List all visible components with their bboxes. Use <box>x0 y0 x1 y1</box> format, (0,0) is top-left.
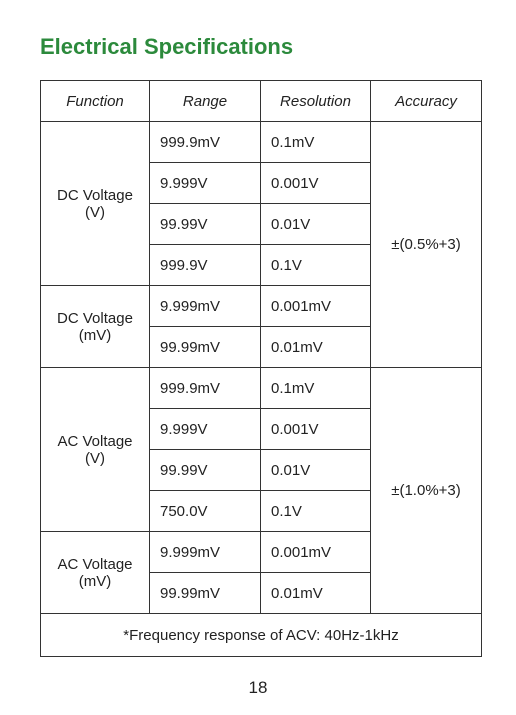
function-line: (V) <box>85 449 105 467</box>
table-row: 99.99mV 0.01mV <box>41 572 482 614</box>
header-cell: Accuracy <box>370 80 482 122</box>
page-number: 18 <box>248 678 268 697</box>
table-row: 99.99mV 0.01mV <box>41 326 482 368</box>
function-line: (mV) <box>78 572 112 590</box>
resolution-cell: 0.001mV <box>260 531 371 573</box>
range-cell: 99.99V <box>149 203 261 245</box>
table-row: AC Voltage (mV) 9.999mV 0.001mV <box>40 531 482 614</box>
range-cell: 999.9mV <box>149 367 261 409</box>
resolution-cell: 0.1mV <box>260 121 371 163</box>
header-cell: Range <box>149 80 261 122</box>
header-cell: Resolution <box>260 80 371 122</box>
function-line: DC Voltage <box>57 309 133 327</box>
function-line: (mV) <box>78 326 112 344</box>
function-cell: DC Voltage (mV) <box>40 285 150 368</box>
title: Electrical Specifications <box>40 34 294 59</box>
range-cell: 999.9mV <box>149 121 261 163</box>
function-cell: DC Voltage (V) <box>40 121 150 286</box>
resolution-cell: 0.1V <box>260 490 371 532</box>
table-row: 999.9V 0.1V <box>41 244 482 286</box>
resolution-cell: 0.1V <box>260 244 371 286</box>
footnote: *Frequency response of ACV: 40Hz-1kHz <box>40 613 482 657</box>
range-cell: 750.0V <box>149 490 261 532</box>
accuracy-cell: ±(1.0%+3) <box>370 367 482 614</box>
range-cell: 9.999V <box>149 408 261 450</box>
function-cell: AC Voltage (V) <box>40 367 150 532</box>
function-line: DC Voltage <box>57 186 133 204</box>
table-row: 99.99V 0.01V <box>41 449 482 491</box>
spec-table: Function Range Resolution Accuracy DC Volta… <box>40 80 482 657</box>
table-body: DC Voltage (V) 999.9mV 0.1mV ±(0.5%+3) 9.999V… <box>40 121 482 657</box>
table-row: 9.999V 0.001V <box>41 162 482 204</box>
resolution-cell: 0.001V <box>260 408 371 450</box>
header-cell: Function <box>40 80 150 122</box>
resolution-cell: 0.01V <box>260 449 371 491</box>
range-cell: 9.999V <box>149 162 261 204</box>
range-cell: 99.99mV <box>149 572 261 614</box>
range-cell: 9.999mV <box>149 285 261 327</box>
resolution-cell: 0.01mV <box>260 572 371 614</box>
range-cell: 999.9V <box>149 244 261 286</box>
resolution-cell: 0.001V <box>260 162 371 204</box>
range-cell: 9.999mV <box>149 531 261 573</box>
range-cell: 99.99V <box>149 449 261 491</box>
table-row: DC Voltage (V) 999.9mV 0.1mV ±(0.5%+3) <box>40 121 482 368</box>
function-line: AC Voltage <box>57 555 133 573</box>
header-row: Function Range Resolution Accuracy <box>40 80 482 122</box>
resolution-cell: 0.01mV <box>260 326 371 368</box>
accuracy-cell: ±(0.5%+3) <box>370 121 482 368</box>
function-line: (V) <box>85 203 105 221</box>
range-cell: 99.99mV <box>149 326 261 368</box>
footnote-row: *Frequency response of ACV: 40Hz-1kHz <box>40 613 482 657</box>
resolution-cell: 0.01V <box>260 203 371 245</box>
table-row: AC Voltage (V) 999.9mV 0.1mV ±(1.0%+3) <box>40 367 482 614</box>
table-row: 99.99V 0.01V <box>41 203 482 245</box>
table-row: 750.0V 0.1V <box>41 490 482 532</box>
resolution-cell: 0.1mV <box>260 367 371 409</box>
resolution-cell: 0.001mV <box>260 285 371 327</box>
function-cell: AC Voltage (mV) <box>40 531 150 614</box>
function-line: AC Voltage <box>57 432 133 450</box>
